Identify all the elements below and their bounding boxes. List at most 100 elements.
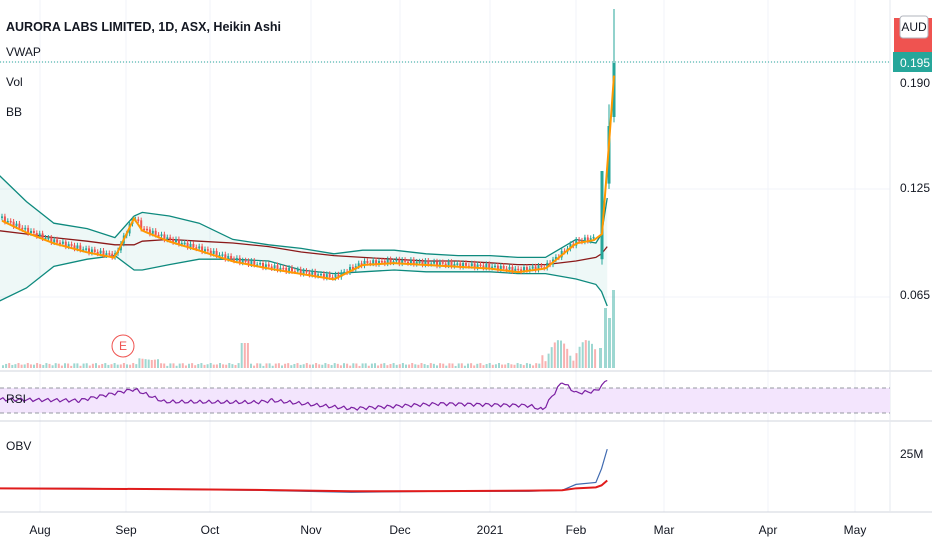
volume-bar	[91, 363, 94, 368]
candle-body	[494, 265, 496, 268]
volume-bar	[333, 363, 336, 368]
candle-body	[583, 237, 586, 242]
candle-body	[70, 244, 73, 246]
volume-bar	[119, 364, 122, 368]
candle-body	[505, 268, 508, 271]
candle-body	[143, 228, 146, 231]
volume-bar	[178, 363, 181, 368]
candle-body	[375, 260, 378, 265]
rsi-pane-label[interactable]: RSI	[6, 392, 26, 406]
indicator-vwap-label[interactable]: VWAP	[6, 45, 41, 59]
volume-bar	[60, 365, 63, 368]
obv-tick: 25M	[900, 447, 923, 461]
volume-bar	[547, 353, 550, 368]
candle-body	[99, 250, 102, 254]
candle-body	[90, 249, 93, 253]
volume-bar	[29, 364, 32, 368]
candle-body	[586, 237, 589, 241]
volume-bar	[398, 364, 401, 368]
candle-body	[282, 267, 285, 270]
candle-body	[407, 261, 409, 264]
volume-bar	[367, 365, 370, 368]
candle-body	[186, 242, 189, 248]
candle-body	[537, 265, 540, 270]
candle-body	[540, 265, 543, 268]
candle-body	[206, 249, 209, 251]
volume-bar	[234, 365, 237, 368]
candle-body	[247, 261, 250, 265]
volume-bar	[608, 318, 611, 368]
volume-bar	[553, 342, 556, 368]
volume-bar	[88, 365, 91, 368]
candle-body	[331, 277, 334, 279]
candle-body	[6, 220, 9, 223]
volume-bar	[315, 363, 318, 368]
candle-body	[195, 247, 198, 249]
volume-bar	[392, 363, 395, 368]
candle-body	[462, 262, 465, 267]
volume-bar	[420, 363, 423, 368]
candle-body	[151, 230, 154, 234]
volume-bar	[556, 340, 559, 368]
candle-body	[256, 264, 259, 266]
volume-bar	[172, 363, 175, 368]
volume-bar	[426, 365, 429, 368]
volume-bar	[525, 363, 528, 368]
volume-bar	[200, 363, 203, 368]
volume-bar	[64, 363, 66, 368]
candle-body	[499, 266, 502, 270]
volume-bar	[591, 343, 593, 368]
volume-bar	[473, 365, 476, 368]
volume-bar	[361, 363, 364, 368]
volume-bar	[42, 364, 45, 368]
earnings-event-marker[interactable]: E	[111, 334, 135, 358]
volume-bar	[150, 359, 153, 368]
volume-bar	[501, 364, 504, 368]
rsi-band-fill	[0, 388, 890, 413]
volume-bar	[116, 364, 119, 368]
rsi-line	[0, 379, 608, 411]
currency-button[interactable]: AUD	[899, 15, 929, 39]
candle-body	[47, 237, 50, 240]
volume-bar	[346, 363, 349, 368]
candle-body	[305, 270, 308, 273]
candle-body	[592, 236, 595, 239]
candle-body	[27, 227, 30, 234]
volume-bar	[17, 363, 20, 368]
volume-bar	[485, 364, 488, 368]
candle-body	[105, 253, 108, 256]
volume-bar	[463, 365, 466, 368]
volume-bar	[581, 342, 584, 368]
candle-body	[146, 228, 148, 231]
volume-bar	[572, 360, 575, 368]
obv-pane-label[interactable]: OBV	[6, 439, 31, 453]
volume-bar	[569, 355, 572, 368]
candle-body	[166, 237, 169, 240]
volume-bar	[26, 363, 29, 368]
candle-body	[61, 241, 64, 244]
candle-body	[320, 273, 322, 276]
candle-body	[328, 274, 331, 278]
volume-bar	[51, 365, 54, 368]
time-axis-label: May	[844, 523, 867, 537]
volume-bar	[135, 364, 138, 368]
volume-bar	[445, 365, 448, 368]
indicator-vol-label[interactable]: Vol	[6, 75, 23, 89]
candle-body	[250, 260, 253, 265]
candle-body	[421, 261, 424, 265]
time-axis-label: 2021	[477, 523, 504, 537]
candle-body	[93, 249, 96, 252]
candle-body	[44, 237, 47, 240]
candle-body	[30, 230, 32, 234]
volume-bar	[79, 365, 82, 368]
volume-bar	[436, 365, 438, 368]
volume-bar	[290, 365, 293, 368]
volume-bar	[370, 363, 373, 368]
volume-bar	[107, 364, 110, 368]
volume-bar	[20, 364, 23, 368]
volume-bar	[240, 343, 243, 368]
candle-body	[111, 253, 114, 258]
volume-bar	[349, 365, 352, 368]
indicator-bb-label[interactable]: BB	[6, 105, 22, 119]
candle-body	[108, 253, 111, 255]
